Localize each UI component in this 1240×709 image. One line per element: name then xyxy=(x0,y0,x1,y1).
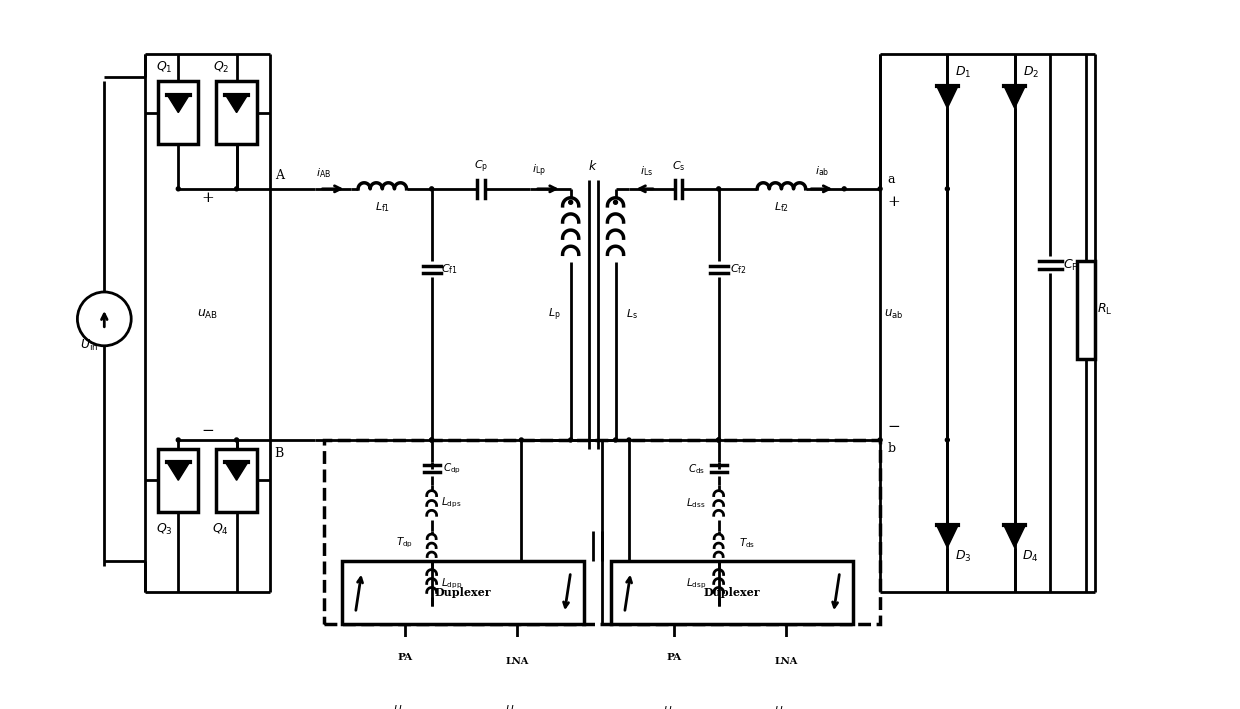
Text: $U_{\rm in}$: $U_{\rm in}$ xyxy=(79,338,98,353)
Polygon shape xyxy=(167,462,190,480)
Bar xyxy=(159,82,198,144)
Text: $L_{\rm p}$: $L_{\rm p}$ xyxy=(548,306,560,323)
Text: $i_{\rm Lp}$: $i_{\rm Lp}$ xyxy=(532,162,547,179)
Text: −: − xyxy=(201,424,213,438)
Bar xyxy=(159,449,198,512)
Text: $C_{\rm f2}$: $C_{\rm f2}$ xyxy=(730,262,746,277)
Bar xyxy=(1078,261,1095,359)
Circle shape xyxy=(569,438,573,442)
Circle shape xyxy=(614,201,618,204)
Text: $Q_1$: $Q_1$ xyxy=(156,60,172,75)
Text: LNA: LNA xyxy=(774,657,797,666)
Text: $D_2$: $D_2$ xyxy=(1023,65,1039,80)
Text: $R_{\rm L}$: $R_{\rm L}$ xyxy=(1096,302,1112,318)
Text: $Q_2$: $Q_2$ xyxy=(213,60,229,75)
Text: $U_{\rm TXs}$: $U_{\rm TXs}$ xyxy=(662,704,684,709)
Circle shape xyxy=(234,438,238,442)
Bar xyxy=(324,440,880,624)
Polygon shape xyxy=(936,86,959,108)
Bar xyxy=(217,449,257,512)
Text: A: A xyxy=(275,169,284,182)
Bar xyxy=(217,82,257,144)
Circle shape xyxy=(945,187,950,191)
Text: $U_{\rm RXp}$: $U_{\rm RXp}$ xyxy=(505,703,528,709)
Polygon shape xyxy=(1004,86,1025,108)
Text: B: B xyxy=(275,447,284,460)
Text: PA: PA xyxy=(397,652,413,661)
Polygon shape xyxy=(226,462,248,480)
Text: $k$: $k$ xyxy=(588,160,598,174)
Circle shape xyxy=(430,438,434,442)
Text: $u_{\rm ab}$: $u_{\rm ab}$ xyxy=(884,308,903,321)
Circle shape xyxy=(614,438,618,442)
Text: PA: PA xyxy=(666,652,681,661)
Text: LNA: LNA xyxy=(505,657,528,666)
Text: b: b xyxy=(888,442,895,455)
Circle shape xyxy=(945,438,950,442)
Text: $L_{\rm dss}$: $L_{\rm dss}$ xyxy=(687,496,706,510)
Text: $i_{\rm AB}$: $i_{\rm AB}$ xyxy=(316,166,331,179)
Text: $i_{\rm ab}$: $i_{\rm ab}$ xyxy=(815,164,830,178)
Circle shape xyxy=(234,187,238,191)
Text: $C_{\rm F}$: $C_{\rm F}$ xyxy=(1063,257,1078,273)
Circle shape xyxy=(430,438,434,442)
Circle shape xyxy=(520,438,523,442)
Circle shape xyxy=(430,187,434,191)
Text: a: a xyxy=(888,174,895,186)
Text: $u_{\rm AB}$: $u_{\rm AB}$ xyxy=(197,308,218,321)
Text: $D_1$: $D_1$ xyxy=(955,65,972,80)
Text: $D_4$: $D_4$ xyxy=(1023,549,1039,564)
Text: −: − xyxy=(887,420,900,433)
Circle shape xyxy=(717,438,720,442)
Circle shape xyxy=(878,187,882,191)
Bar xyxy=(611,561,853,624)
Text: $Q_4$: $Q_4$ xyxy=(212,522,229,537)
Text: $D_3$: $D_3$ xyxy=(955,549,972,564)
Text: $U_{\rm RXs}$: $U_{\rm RXs}$ xyxy=(775,704,797,709)
Text: $T_{\rm ds}$: $T_{\rm ds}$ xyxy=(739,536,755,550)
Text: $U_{\rm TXp}$: $U_{\rm TXp}$ xyxy=(393,703,417,709)
Text: $C_{\rm ds}$: $C_{\rm ds}$ xyxy=(688,462,704,476)
Polygon shape xyxy=(1004,525,1025,547)
Circle shape xyxy=(842,187,846,191)
Circle shape xyxy=(176,438,180,442)
Text: $L_{\rm s}$: $L_{\rm s}$ xyxy=(626,308,637,321)
Text: $C_{\rm f1}$: $C_{\rm f1}$ xyxy=(441,262,458,277)
Text: $L_{\rm f1}$: $L_{\rm f1}$ xyxy=(374,200,389,213)
Text: $C_{\rm s}$: $C_{\rm s}$ xyxy=(672,160,684,173)
Text: $Q_3$: $Q_3$ xyxy=(156,522,172,537)
Text: Duplexer: Duplexer xyxy=(435,587,491,598)
Polygon shape xyxy=(226,95,248,113)
Text: +: + xyxy=(201,191,213,205)
Text: $L_{\rm dps}$: $L_{\rm dps}$ xyxy=(441,496,461,510)
Circle shape xyxy=(717,187,720,191)
Circle shape xyxy=(176,187,180,191)
Circle shape xyxy=(717,438,720,442)
Text: $L_{\rm dsp}$: $L_{\rm dsp}$ xyxy=(686,576,707,591)
Text: +: + xyxy=(887,195,900,209)
Polygon shape xyxy=(167,95,190,113)
Text: Duplexer: Duplexer xyxy=(704,587,760,598)
Bar xyxy=(342,561,584,624)
Text: $C_{\rm p}$: $C_{\rm p}$ xyxy=(474,158,489,174)
Text: $L_{\rm f2}$: $L_{\rm f2}$ xyxy=(774,200,789,213)
Circle shape xyxy=(878,438,882,442)
Text: $T_{\rm dp}$: $T_{\rm dp}$ xyxy=(397,536,413,550)
Polygon shape xyxy=(936,525,959,547)
Circle shape xyxy=(569,201,573,204)
Circle shape xyxy=(627,438,631,442)
Text: $C_{\rm dp}$: $C_{\rm dp}$ xyxy=(443,462,461,476)
Text: $i_{\rm Ls}$: $i_{\rm Ls}$ xyxy=(640,164,653,178)
Text: $L_{\rm dpp}$: $L_{\rm dpp}$ xyxy=(440,576,463,591)
